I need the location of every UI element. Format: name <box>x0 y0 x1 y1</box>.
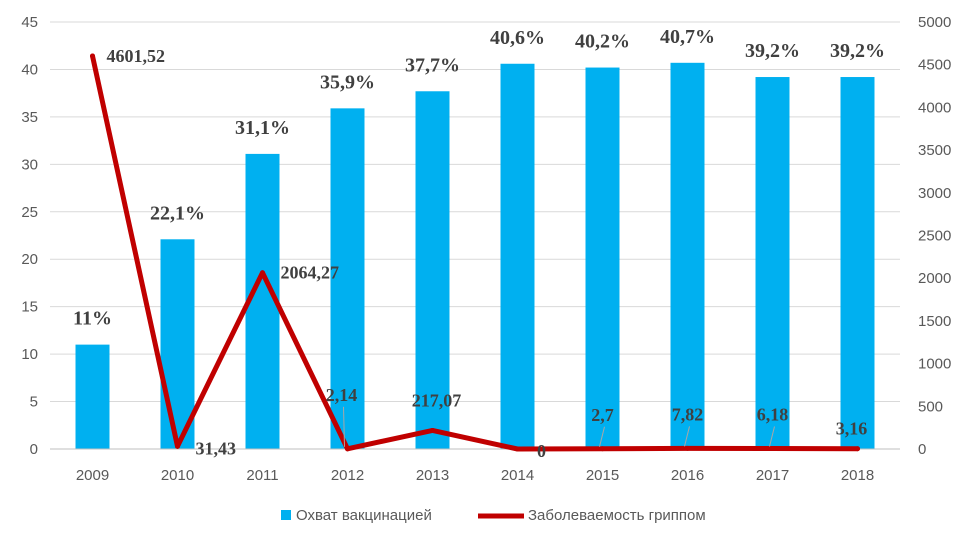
x-tick-label: 2016 <box>671 467 704 484</box>
y-right-tick-label: 5000 <box>918 14 951 31</box>
line-point <box>515 446 520 452</box>
line-series-path <box>90 53 860 452</box>
line-point <box>855 446 860 452</box>
bar-data-label: 37,7% <box>405 54 460 76</box>
bar <box>500 63 535 450</box>
x-tick-label: 2010 <box>161 467 194 484</box>
line-point <box>345 446 350 452</box>
bar <box>415 91 450 449</box>
x-tick-label: 2018 <box>841 467 874 484</box>
y-left-tick-label: 5 <box>30 394 38 411</box>
y-left-tick-label: 40 <box>21 61 38 78</box>
y-right-tick-label: 4000 <box>918 99 951 116</box>
line-point <box>430 427 435 433</box>
bar <box>755 77 790 449</box>
y-right-tick-label: 2000 <box>918 270 951 287</box>
data-label-leader <box>343 406 345 447</box>
bar <box>670 62 705 450</box>
data-label-leader <box>599 426 605 447</box>
y-left-tick-label: 15 <box>21 299 38 316</box>
line-point <box>600 446 605 452</box>
line-data-label: 217,07 <box>412 390 462 410</box>
bar <box>585 67 620 450</box>
legend-swatch-bar <box>281 510 291 520</box>
bar-data-label: 31,1% <box>235 117 290 139</box>
bar-data-label: 11% <box>73 308 112 330</box>
x-tick-label: 2009 <box>76 467 109 484</box>
bar-data-label: 40,7% <box>660 26 715 48</box>
bar <box>840 77 875 449</box>
x-tick-label: 2017 <box>756 467 789 484</box>
line-data-label: 0 <box>537 441 546 461</box>
bar <box>75 344 110 449</box>
data-label-leader <box>769 426 775 447</box>
legend-label: Охват вакцинацией <box>296 507 432 524</box>
line-point <box>175 443 180 449</box>
line-data-label: 7,82 <box>672 404 704 424</box>
line-point <box>770 445 775 451</box>
line-data-label: 2,14 <box>326 385 358 405</box>
y-left-tick-label: 10 <box>21 346 38 363</box>
line-data-label: 2,7 <box>591 405 614 425</box>
bar <box>330 108 365 450</box>
bar-data-label: 40,2% <box>575 31 630 53</box>
line-point <box>260 270 265 276</box>
x-tick-label: 2014 <box>501 467 534 484</box>
line-point <box>90 53 95 59</box>
y-right-tick-label: 3500 <box>918 142 951 159</box>
y-left-tick-label: 0 <box>30 441 38 458</box>
line-data-label: 6,18 <box>757 404 789 424</box>
x-tick-label: 2015 <box>586 467 619 484</box>
bar-data-label: 39,2% <box>745 40 800 62</box>
y-left-tick-label: 20 <box>21 251 38 268</box>
y-right-tick-label: 2500 <box>918 228 951 245</box>
y-right-tick-label: 3000 <box>918 185 951 202</box>
line-data-label: 3,16 <box>836 419 868 439</box>
y-left-tick-label: 45 <box>21 14 38 31</box>
x-tick-label: 2013 <box>416 467 449 484</box>
bar-data-label: 40,6% <box>490 27 545 49</box>
line-data-label: 31,43 <box>196 438 237 458</box>
bar <box>160 239 195 449</box>
line-data-label: 2064,27 <box>281 263 340 283</box>
line-point <box>685 445 690 451</box>
data-label-leader <box>684 426 690 447</box>
line-data-label: 4601,52 <box>107 46 166 66</box>
y-left-tick-label: 30 <box>21 156 38 173</box>
x-tick-label: 2012 <box>331 467 364 484</box>
legend-label: Заболеваемость гриппом <box>528 507 706 524</box>
bar-data-label: 35,9% <box>320 71 375 93</box>
y-right-tick-label: 500 <box>918 398 943 415</box>
y-left-tick-label: 25 <box>21 204 38 221</box>
y-left-tick-label: 35 <box>21 109 38 126</box>
bar-data-label: 39,2% <box>830 40 885 62</box>
bar-data-label: 22,1% <box>150 202 205 224</box>
y-right-tick-label: 0 <box>918 441 926 458</box>
y-right-tick-label: 1000 <box>918 356 951 373</box>
y-right-tick-label: 4500 <box>918 57 951 74</box>
x-tick-label: 2011 <box>246 467 278 484</box>
y-right-tick-label: 1500 <box>918 313 951 330</box>
